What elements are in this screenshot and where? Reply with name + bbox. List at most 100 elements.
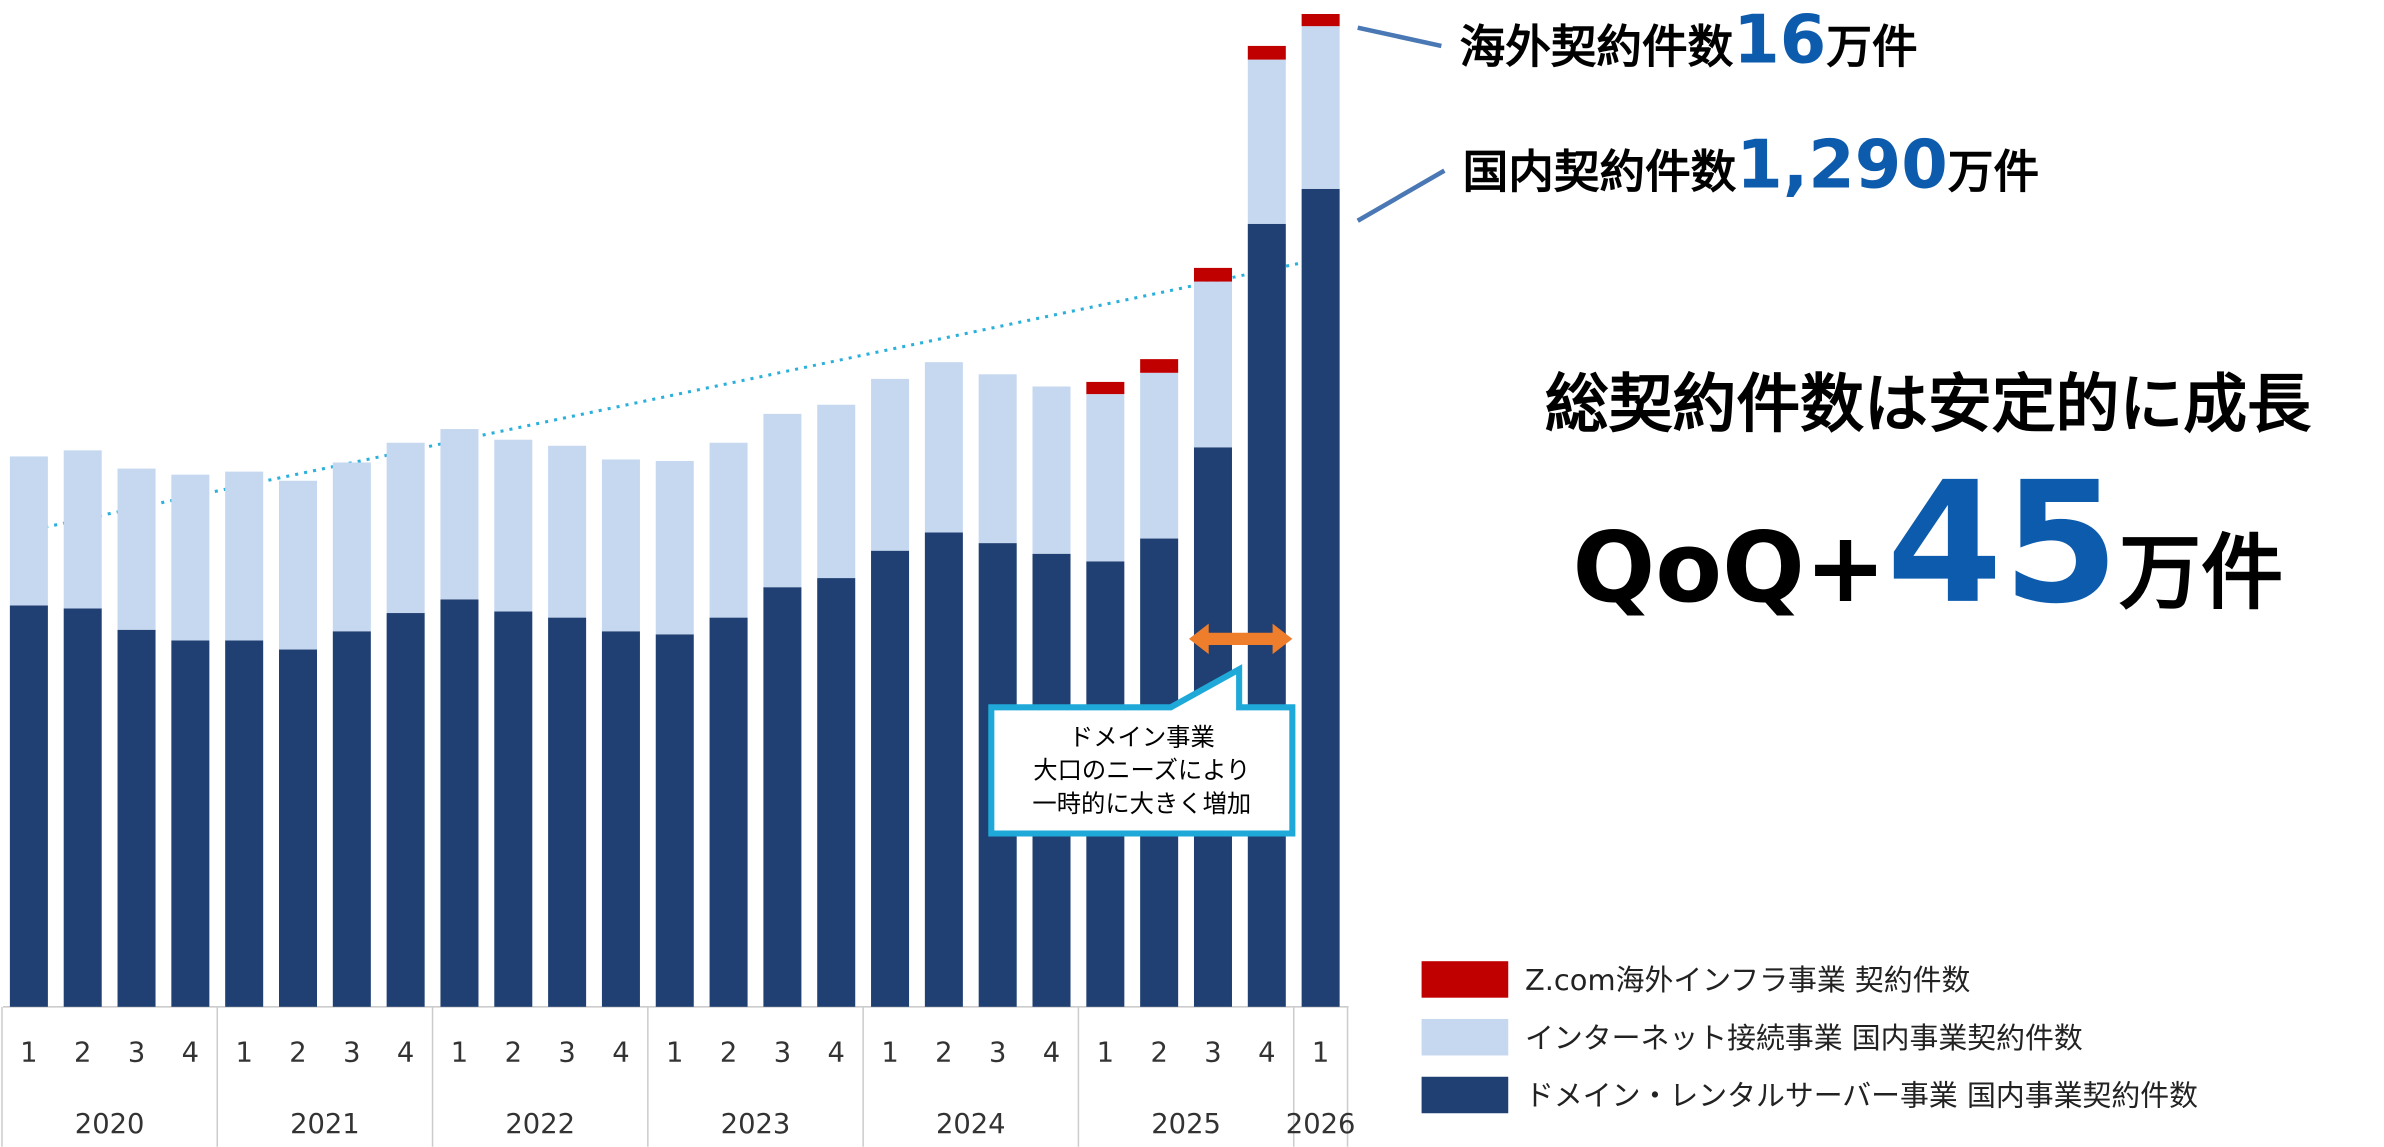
bar-segment bbox=[1301, 188, 1340, 1007]
bar-segment bbox=[1247, 223, 1286, 1007]
bar-segment bbox=[225, 471, 264, 641]
bar-segment bbox=[9, 456, 48, 606]
legend-swatch bbox=[1421, 1018, 1509, 1056]
x-tick-label: 3 bbox=[1204, 1038, 1221, 1069]
bar-segment bbox=[1301, 13, 1340, 27]
bar-segment bbox=[763, 587, 802, 1007]
x-tick-label: 2 bbox=[289, 1038, 306, 1069]
x-tick-label: 1 bbox=[1312, 1038, 1329, 1069]
x-tick-label: 1 bbox=[881, 1038, 898, 1069]
bar-segment bbox=[978, 374, 1017, 544]
x-tick-label: 4 bbox=[612, 1038, 629, 1069]
bar-segment bbox=[1247, 59, 1286, 224]
x-tick-label: 2 bbox=[505, 1038, 522, 1069]
bar-segment bbox=[63, 608, 102, 1007]
x-tick-label: 2 bbox=[720, 1038, 737, 1069]
bar-segment bbox=[332, 631, 371, 1007]
bar-segment bbox=[225, 640, 264, 1007]
year-label: 2025 bbox=[1151, 1109, 1221, 1140]
headline: 総契約件数は安定的に成長 bbox=[1545, 368, 2312, 442]
bar-segment bbox=[817, 578, 856, 1007]
x-tick-label: 4 bbox=[397, 1038, 414, 1069]
x-tick-label: 4 bbox=[182, 1038, 199, 1069]
bar-segment bbox=[1247, 45, 1286, 60]
legend-label: ドメイン・レンタルサーバー事業 国内事業契約件数 bbox=[1525, 1079, 2198, 1113]
year-label: 2020 bbox=[75, 1109, 145, 1140]
x-tick-label: 3 bbox=[343, 1038, 360, 1069]
bar-segment bbox=[548, 445, 587, 618]
x-tick-label: 1 bbox=[20, 1038, 37, 1069]
bar-segment bbox=[9, 605, 48, 1007]
annotation: 国内契約件数1,290万件 bbox=[1463, 125, 2039, 203]
bar-segment bbox=[548, 617, 587, 1007]
x-tick-label: 3 bbox=[989, 1038, 1006, 1069]
bar-segment bbox=[709, 617, 748, 1007]
x-tick-label: 1 bbox=[666, 1038, 683, 1069]
year-label: 2024 bbox=[936, 1109, 1006, 1140]
bar-segment bbox=[63, 450, 102, 609]
bar-segment bbox=[1301, 26, 1340, 189]
bar-segment bbox=[1140, 359, 1179, 373]
bar-segment bbox=[386, 613, 425, 1007]
bar-segment bbox=[1086, 381, 1125, 395]
bar-segment bbox=[763, 413, 802, 588]
bar-segment bbox=[278, 649, 318, 1007]
x-tick-label: 4 bbox=[1043, 1038, 1060, 1069]
callout-text: 大口のニーズにより bbox=[1033, 756, 1250, 785]
x-tick-label: 1 bbox=[451, 1038, 468, 1069]
year-label: 2022 bbox=[505, 1109, 575, 1140]
bar-segment bbox=[494, 439, 533, 612]
bar-segment bbox=[871, 550, 910, 1007]
bar-segment bbox=[386, 442, 425, 614]
x-tick-label: 3 bbox=[128, 1038, 145, 1069]
bar-segment bbox=[117, 629, 156, 1007]
legend-label: インターネット接続事業 国内事業契約件数 bbox=[1525, 1021, 2083, 1055]
bar-segment bbox=[655, 460, 694, 635]
year-label: 2023 bbox=[721, 1109, 791, 1140]
bar-segment bbox=[871, 378, 910, 551]
bar-segment bbox=[924, 362, 963, 533]
bar-segment bbox=[1193, 267, 1232, 282]
bar-segment bbox=[494, 611, 533, 1007]
x-tick-label: 2 bbox=[1150, 1038, 1167, 1069]
qoq: QoQ+45万件 bbox=[1573, 447, 2284, 641]
bar-segment bbox=[440, 429, 479, 600]
bar-segment bbox=[709, 442, 748, 618]
bar-segment bbox=[1086, 394, 1125, 562]
callout-text: 一時的に大きく増加 bbox=[1032, 789, 1251, 818]
leader-line bbox=[1357, 25, 1442, 49]
x-tick-label: 1 bbox=[235, 1038, 252, 1069]
bar-segment bbox=[278, 480, 318, 650]
x-tick-label: 1 bbox=[1097, 1038, 1114, 1069]
x-tick-label: 2 bbox=[74, 1038, 91, 1069]
bar-segment bbox=[171, 640, 210, 1007]
annotation: 海外契約件数16万件 bbox=[1460, 1, 1918, 79]
bar-segment bbox=[601, 459, 640, 632]
bar-segment bbox=[924, 532, 963, 1007]
callout-text: ドメイン事業 bbox=[1069, 722, 1215, 751]
bar-segment bbox=[332, 462, 371, 632]
bar-segment bbox=[171, 474, 210, 641]
bar-segment bbox=[1032, 386, 1071, 554]
callout-box bbox=[988, 664, 1296, 837]
bar-segment bbox=[1193, 281, 1232, 448]
year-label: 2021 bbox=[290, 1109, 360, 1140]
x-tick-label: 4 bbox=[1258, 1038, 1275, 1069]
bar-segment bbox=[117, 468, 156, 630]
x-tick-label: 3 bbox=[774, 1038, 791, 1069]
x-tick-label: 4 bbox=[828, 1038, 845, 1069]
year-label: 2026 bbox=[1286, 1109, 1356, 1140]
leader-line bbox=[1356, 168, 1446, 223]
bar-segment bbox=[601, 631, 640, 1007]
bar-segment bbox=[817, 404, 856, 579]
bar-segment bbox=[1140, 372, 1179, 539]
bar-segment bbox=[655, 634, 694, 1007]
bar-segment bbox=[440, 599, 479, 1007]
x-tick-label: 2 bbox=[935, 1038, 952, 1069]
legend-swatch bbox=[1421, 1076, 1509, 1114]
legend-label: Z.com海外インフラ事業 契約件数 bbox=[1525, 963, 1971, 997]
x-tick-label: 3 bbox=[558, 1038, 575, 1069]
legend-swatch bbox=[1421, 961, 1509, 998]
arrow bbox=[1188, 623, 1293, 655]
